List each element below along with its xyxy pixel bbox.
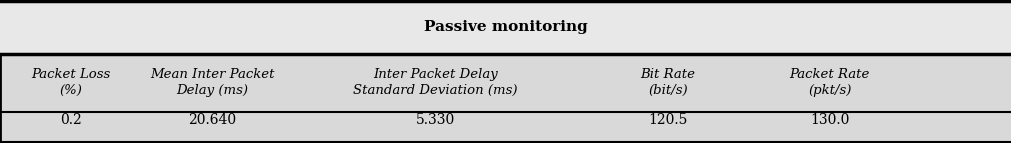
Text: 120.5: 120.5 [648, 113, 686, 127]
Text: 5.330: 5.330 [416, 113, 454, 127]
Text: 130.0: 130.0 [810, 113, 848, 127]
Text: Passive monitoring: Passive monitoring [424, 20, 587, 34]
Text: Bit Rate
(bit/s): Bit Rate (bit/s) [640, 68, 695, 97]
Text: Packet Loss
(%): Packet Loss (%) [31, 68, 110, 97]
Text: 0.2: 0.2 [60, 113, 82, 127]
Text: 20.640: 20.640 [188, 113, 237, 127]
Text: Inter Packet Delay
Standard Deviation (ms): Inter Packet Delay Standard Deviation (m… [353, 68, 517, 97]
FancyBboxPatch shape [0, 0, 1011, 54]
Text: Packet Rate
(pkt/s): Packet Rate (pkt/s) [789, 68, 869, 97]
Text: Mean Inter Packet
Delay (ms): Mean Inter Packet Delay (ms) [150, 68, 275, 97]
